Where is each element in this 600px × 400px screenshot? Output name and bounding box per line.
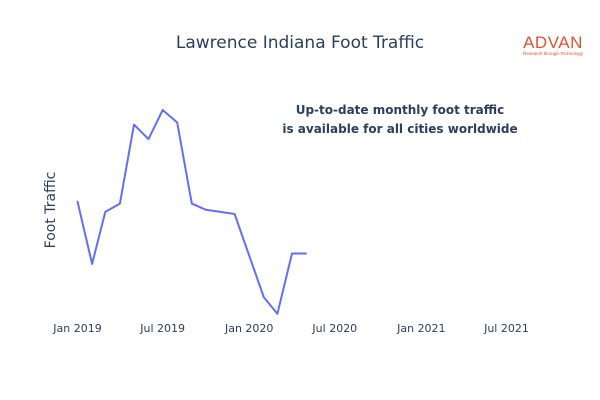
series-line — [76, 109, 307, 315]
data-point — [190, 202, 193, 205]
x-tick-label: Jul 2019 — [139, 322, 185, 335]
data-point — [305, 252, 307, 255]
series-layer — [76, 109, 307, 315]
data-point — [205, 208, 207, 211]
annotation-line-2: is available for all cities worldwide — [282, 122, 518, 136]
data-point — [133, 123, 135, 126]
data-point — [161, 109, 164, 111]
data-point — [291, 252, 293, 255]
advan-logo: ADVAN Research through Technology — [520, 34, 586, 57]
logo-name: ADVAN — [523, 33, 583, 52]
x-tick-label: Jul 2021 — [483, 322, 529, 335]
data-point — [248, 254, 251, 257]
data-point — [276, 312, 279, 315]
data-point — [119, 202, 121, 205]
logo-tagline: Research through Technology — [523, 51, 583, 56]
x-tick-label: Jan 2019 — [52, 322, 101, 335]
chart-title: Lawrence Indiana Foot Traffic — [175, 33, 425, 53]
data-point — [104, 211, 107, 213]
x-tick-label: Jan 2021 — [396, 322, 445, 335]
annotation-line-1: Up-to-date monthly foot traffic — [295, 103, 505, 117]
data-point — [219, 211, 222, 213]
data-point — [76, 200, 79, 203]
data-point — [262, 296, 265, 299]
chart-annotation: Up-to-date monthly foot traffic is avail… — [270, 101, 530, 139]
y-axis-title: Foot Traffic — [43, 172, 59, 249]
data-point — [176, 121, 179, 124]
data-point — [91, 263, 93, 265]
x-axis-ticks: Jan 2019 Jul 2019 Jan 2020 Jul 2020 Jan 2021… — [52, 322, 529, 335]
data-point — [233, 213, 236, 215]
data-point — [147, 138, 150, 141]
x-tick-label: Jul 2020 — [311, 322, 357, 335]
x-tick-label: Jan 2020 — [224, 322, 273, 335]
